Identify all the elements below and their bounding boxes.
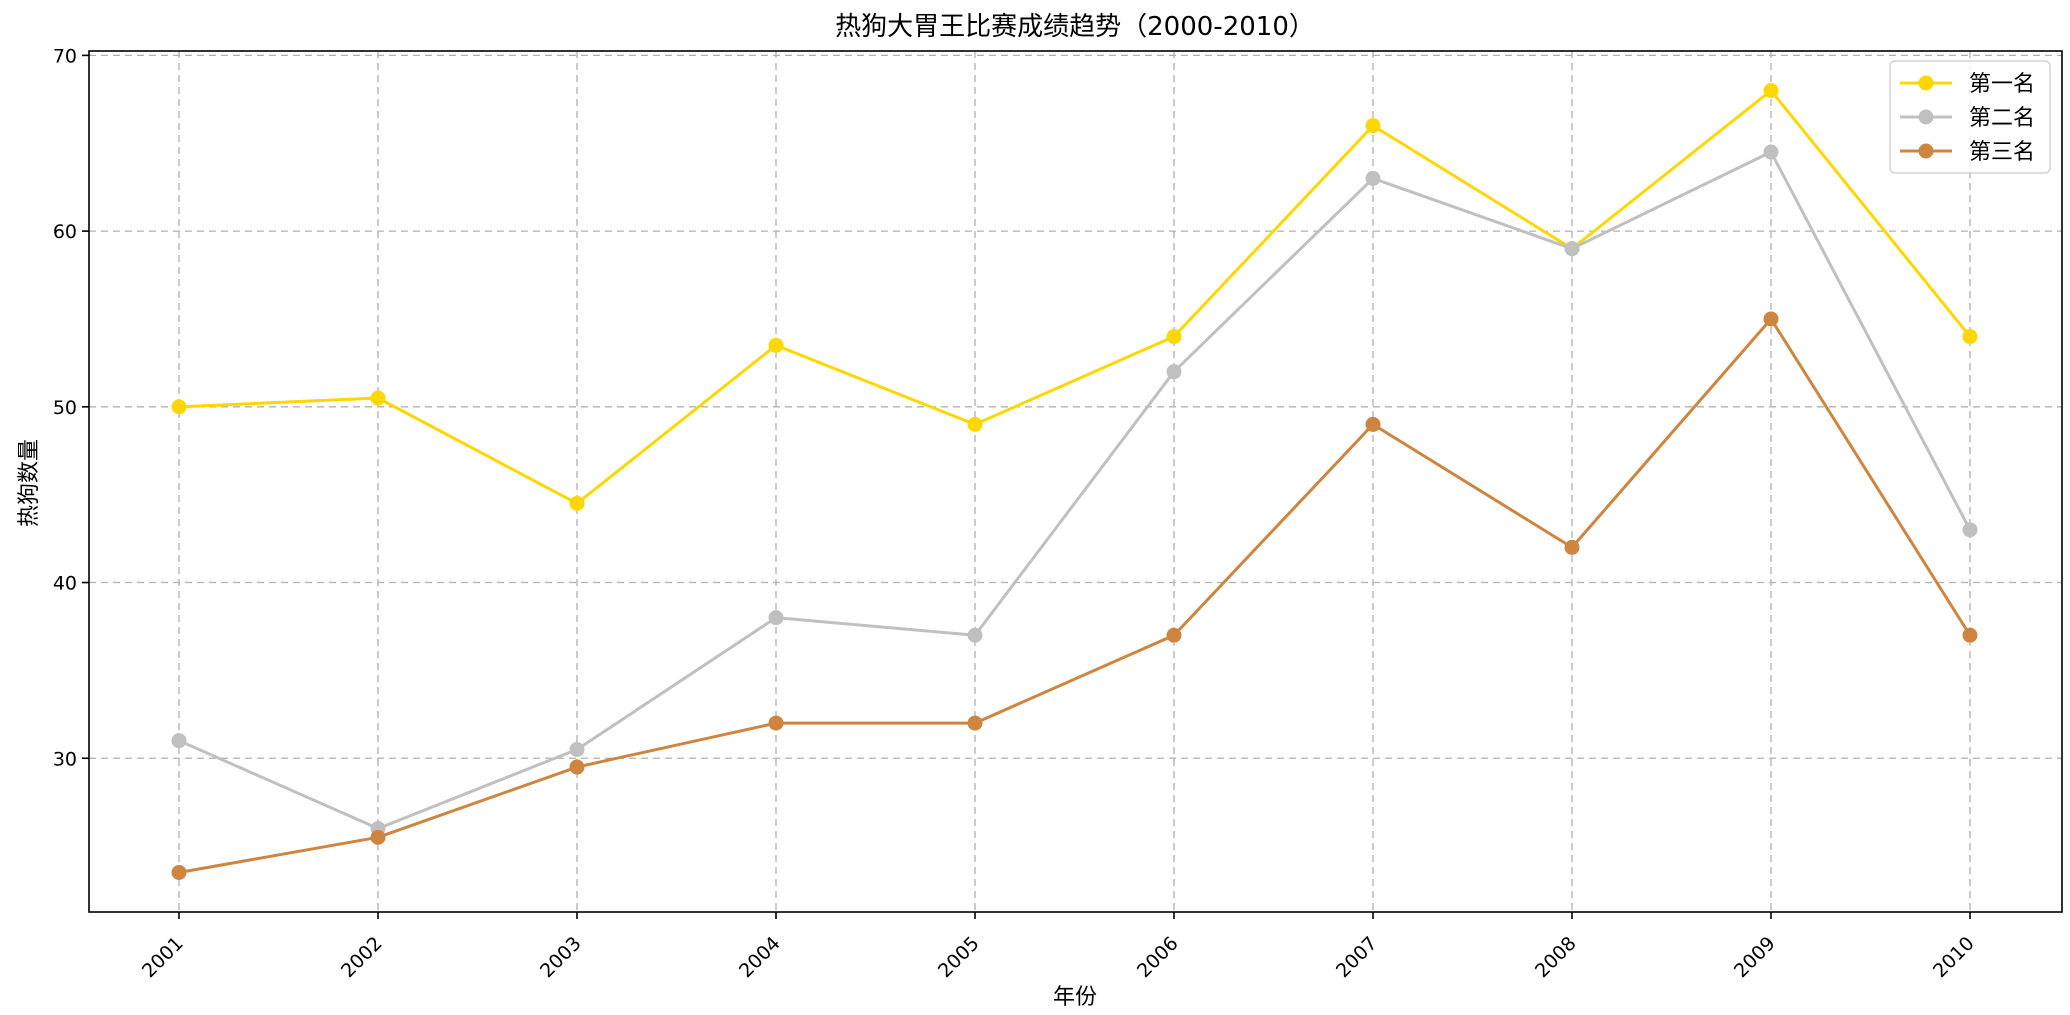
legend-label: 第三名: [1969, 140, 2035, 165]
data-point: [569, 759, 585, 775]
data-point: [768, 715, 784, 731]
legend-label: 第二名: [1969, 106, 2035, 131]
y-tick-label: 70: [53, 45, 77, 67]
plot-area-frame: [88, 50, 2063, 913]
data-point: [1962, 522, 1978, 538]
data-point: [1166, 329, 1182, 345]
data-point: [1166, 364, 1182, 380]
data-point: [171, 399, 187, 415]
legend-marker: [1918, 109, 1934, 125]
y-tick-label: 40: [53, 573, 77, 595]
chart-title: 热狗大胃王比赛成绩趋势（2000-2010）: [835, 12, 1315, 42]
x-axis-label: 年份: [1053, 985, 1097, 1010]
data-point: [569, 495, 585, 511]
data-point: [1962, 329, 1978, 345]
legend-item: 第二名: [1900, 106, 2035, 131]
data-point: [370, 829, 386, 845]
data-point: [370, 390, 386, 406]
data-point: [768, 337, 784, 353]
y-tick-label: 50: [53, 397, 77, 419]
data-point: [171, 733, 187, 749]
data-point: [967, 416, 983, 432]
legend-item: 第一名: [1900, 72, 2035, 97]
legend-marker: [1918, 143, 1934, 159]
data-point: [1365, 170, 1381, 186]
series-2: [171, 144, 1978, 837]
data-point: [967, 715, 983, 731]
data-point: [1564, 241, 1580, 257]
y-tick-label: 60: [53, 221, 77, 243]
legend-marker: [1918, 75, 1934, 91]
data-point: [1962, 627, 1978, 643]
data-point: [569, 741, 585, 757]
data-point: [1564, 539, 1580, 555]
data-point: [1166, 627, 1182, 643]
series-line: [177, 89, 1972, 505]
data-point: [1365, 416, 1381, 432]
grid: [89, 51, 2062, 912]
series-lines: [171, 83, 1978, 880]
series-line: [177, 317, 1972, 874]
data-point: [967, 627, 983, 643]
y-tick-label: 30: [53, 748, 77, 770]
series-3: [171, 311, 1978, 880]
data-point: [1763, 311, 1779, 327]
data-point: [768, 610, 784, 626]
data-point: [1365, 118, 1381, 134]
data-point: [1763, 144, 1779, 160]
data-point: [171, 864, 187, 880]
y-axis-label: 热狗数量: [17, 439, 42, 527]
legend-label: 第一名: [1969, 72, 2035, 97]
legend-item: 第三名: [1900, 140, 2035, 165]
data-point: [1763, 83, 1779, 99]
series-line: [177, 150, 1972, 831]
